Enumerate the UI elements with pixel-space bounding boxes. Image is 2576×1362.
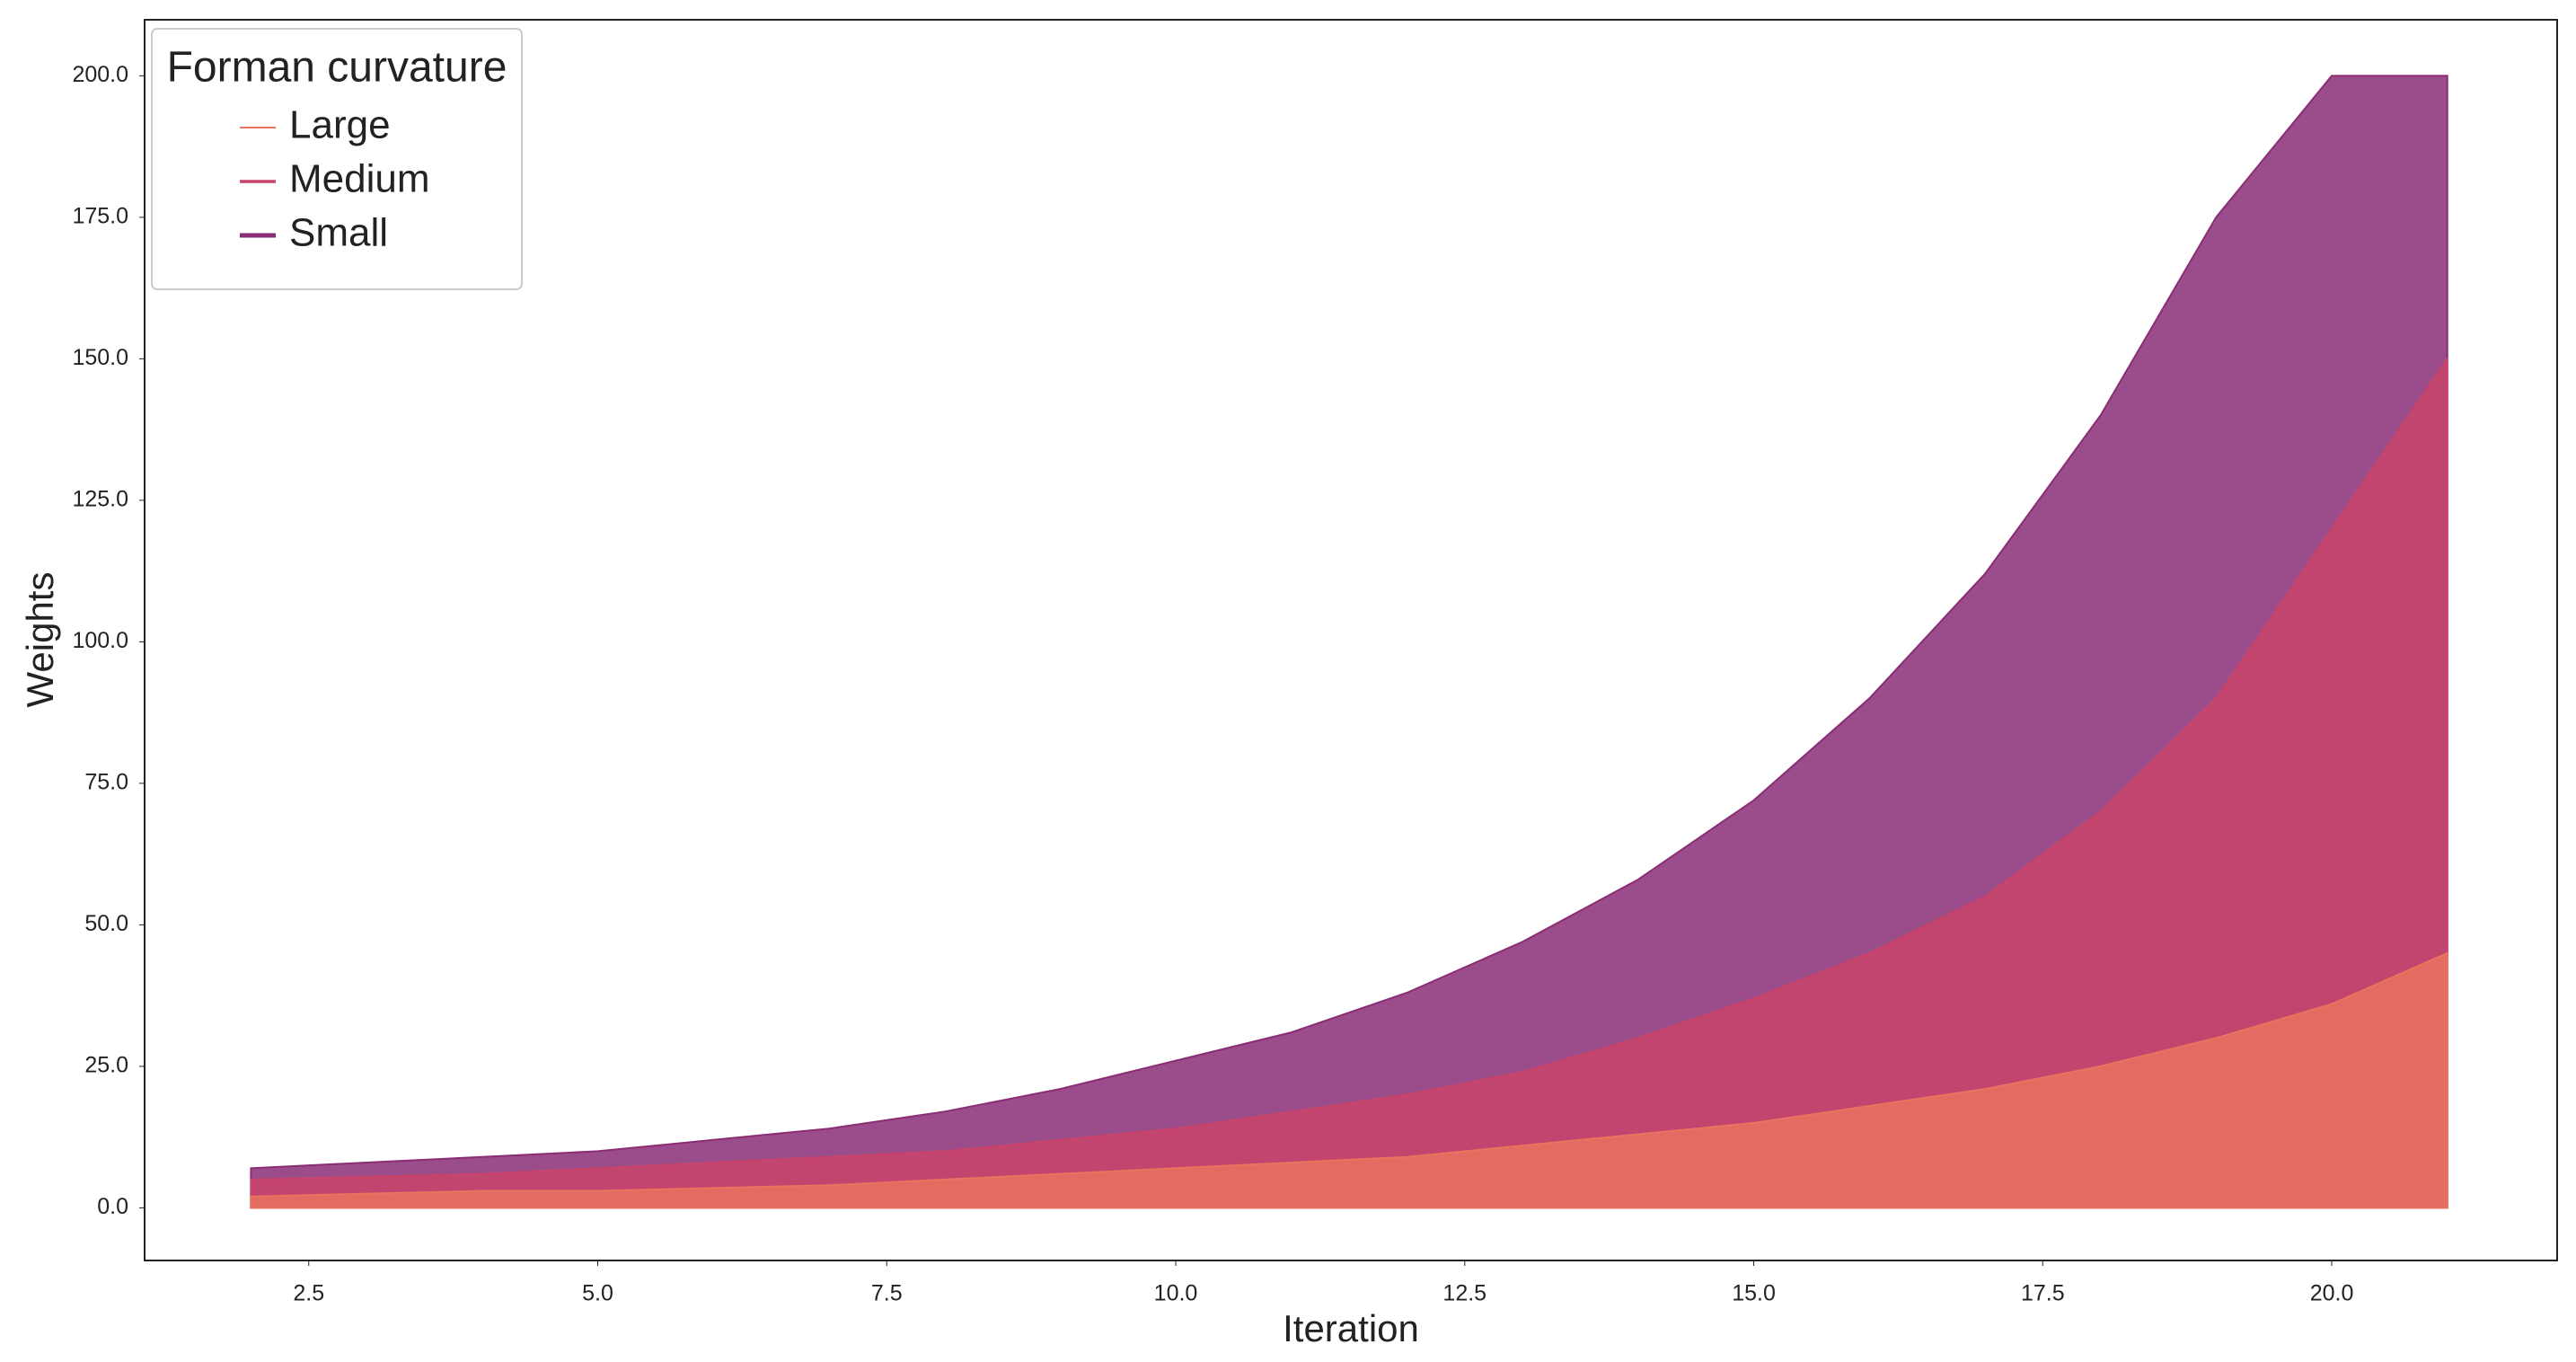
y-tick-label: 200.0 (72, 62, 128, 87)
legend-box (151, 28, 523, 290)
y-axis-label: Weights (19, 572, 61, 708)
legend-title: Forman curvature (167, 44, 507, 92)
series-area (250, 356, 2448, 1209)
legend-label: Medium (289, 157, 430, 201)
x-tick-label: 20.0 (2310, 1281, 2354, 1306)
y-tick-label: 100.0 (72, 628, 128, 653)
x-tick-label: 5.0 (582, 1281, 613, 1306)
y-tick-label: 25.0 (84, 1053, 128, 1078)
x-tick-label: 15.0 (1732, 1281, 1776, 1306)
x-tick-label: 17.5 (2021, 1281, 2065, 1306)
series-area (250, 75, 2448, 1209)
legend-label: Large (289, 103, 391, 147)
y-tick-label: 150.0 (72, 345, 128, 370)
y-tick-label: 125.0 (72, 486, 128, 511)
x-tick-label: 2.5 (293, 1281, 324, 1306)
legend: Forman curvature Large Medium Small (151, 28, 523, 290)
y-tick-label: 75.0 (84, 770, 128, 795)
x-axis-label: Iteration (1283, 1307, 1419, 1349)
x-tick-label: 7.5 (871, 1281, 903, 1306)
x-tick-label: 12.5 (1442, 1281, 1486, 1306)
series-area (250, 951, 2448, 1209)
x-tick-label: 10.0 (1154, 1281, 1198, 1306)
legend-label: Small (289, 211, 388, 255)
y-tick-label: 50.0 (84, 911, 128, 936)
plot-frame (144, 19, 2558, 1261)
y-tick-label: 175.0 (72, 203, 128, 228)
y-tick-label: 0.0 (97, 1194, 128, 1219)
